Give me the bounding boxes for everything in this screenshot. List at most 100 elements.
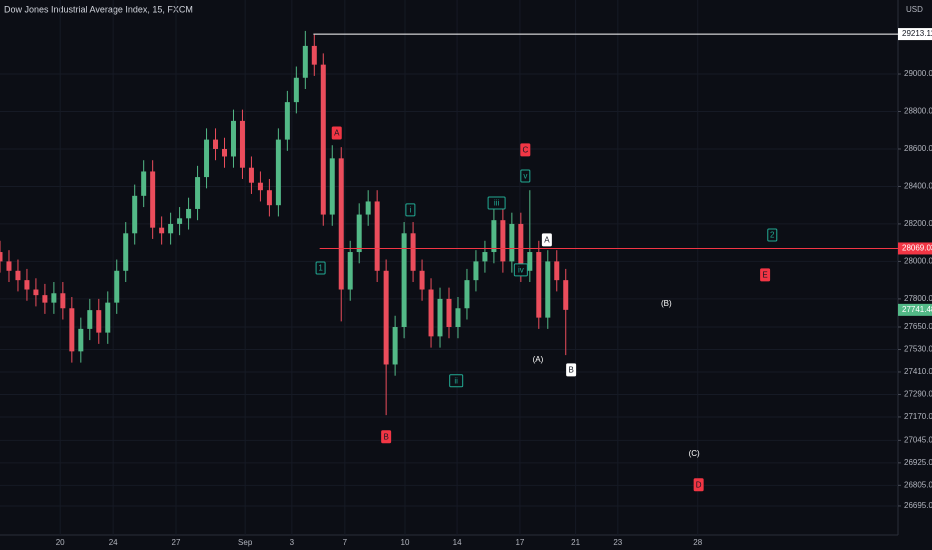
y-tick-label: 28600.00	[904, 144, 932, 153]
wave-label: 2	[770, 231, 775, 240]
wave-label: A	[544, 235, 550, 244]
y-tick-label: 27530.00	[904, 345, 932, 354]
candle-body	[554, 261, 560, 281]
wave-label-box	[381, 430, 392, 444]
candle-body	[168, 223, 174, 234]
y-tick-label: 27650.00	[904, 322, 932, 331]
wave-label-box	[541, 233, 552, 247]
wave-label-box	[405, 203, 416, 217]
wave-label: (A)	[533, 355, 544, 364]
y-tick-label: 27410.00	[904, 367, 932, 376]
wave-label-box	[760, 268, 771, 282]
candle-body	[114, 270, 120, 303]
wave-label-box	[315, 261, 326, 275]
candle-body	[6, 261, 12, 271]
currency: USD	[906, 5, 923, 14]
x-tick-label: 3	[290, 538, 295, 547]
y-tick-label: 27170.00	[904, 412, 932, 421]
price-level-tag	[898, 242, 932, 255]
x-tick-label: 23	[613, 538, 622, 547]
y-tick-label: 29000.00	[904, 69, 932, 78]
candle-body	[410, 233, 416, 271]
wave-label: ii	[454, 376, 458, 385]
candle-body	[123, 233, 129, 271]
x-tick-label: 20	[56, 538, 65, 547]
candle-body	[257, 182, 263, 191]
candle-body	[248, 167, 254, 183]
price-level-label: 29213.11	[902, 29, 932, 38]
wave-label: B	[383, 432, 388, 441]
wave-label: B	[568, 366, 573, 375]
wave-label: D	[696, 480, 702, 489]
wave-label-box	[520, 143, 531, 157]
candle-body	[365, 201, 371, 215]
candle-body	[491, 220, 497, 253]
wave-label: E	[762, 271, 767, 280]
wave-label-box	[449, 374, 464, 388]
candle-body	[105, 302, 111, 333]
candle-body	[473, 261, 479, 281]
candle-body	[132, 195, 138, 234]
candle-body	[177, 218, 183, 224]
candle-body	[383, 270, 389, 365]
candle-body	[230, 120, 236, 157]
candle-body	[204, 139, 210, 178]
y-tick-label: 28800.00	[904, 107, 932, 116]
x-tick-label: 17	[515, 538, 524, 547]
candle-body	[347, 252, 353, 290]
candle-body	[329, 158, 335, 215]
y-tick-label: 26925.00	[904, 458, 932, 467]
y-tick-label: 28200.00	[904, 219, 932, 228]
y-tick-label: 28000.00	[904, 257, 932, 266]
candle-body	[213, 139, 219, 149]
candle-body	[15, 270, 21, 281]
candle-body	[536, 252, 542, 318]
price-level-tag	[898, 28, 932, 41]
x-tick-label: 24	[109, 538, 118, 547]
y-tick-label: 27290.00	[904, 390, 932, 399]
candle-body	[96, 310, 102, 333]
wave-label: v	[523, 172, 527, 181]
last-price-tag	[898, 303, 932, 316]
y-tick-label: 26695.00	[904, 501, 932, 510]
candle-body	[150, 171, 156, 228]
wave-label: C	[522, 146, 528, 155]
candle-body	[545, 261, 551, 318]
wave-label: 1	[318, 264, 323, 273]
x-tick-label: 14	[453, 538, 462, 547]
candle-body	[563, 280, 569, 310]
candle-body	[266, 190, 272, 206]
candle-body	[464, 280, 470, 309]
candle-body	[356, 214, 362, 253]
candle-body	[320, 64, 326, 215]
y-tick-label: 27800.00	[904, 294, 932, 303]
wave-label-box	[520, 169, 531, 183]
wave-label: iv	[518, 265, 524, 274]
candle-body	[195, 177, 201, 209]
candle-body	[302, 45, 308, 78]
x-tick-label: 21	[571, 538, 580, 547]
wave-label-box	[487, 196, 506, 210]
candle-body	[87, 310, 93, 329]
candle-body	[159, 227, 165, 234]
wave-label-box	[693, 478, 704, 492]
x-tick-label: 7	[343, 538, 348, 547]
candle-body	[293, 77, 299, 103]
candle-body	[374, 201, 380, 271]
last-price-label: 27741.48	[902, 305, 932, 314]
candle-body	[51, 293, 57, 303]
wave-label: (B)	[661, 299, 672, 308]
candle-body	[42, 295, 48, 303]
x-tick-label: 28	[693, 538, 702, 547]
candle-body	[419, 270, 425, 290]
wave-label: A	[334, 129, 340, 138]
wave-label: iii	[494, 199, 500, 208]
candle-body	[446, 298, 452, 327]
candle-body	[500, 220, 506, 262]
candle-body	[284, 102, 290, 140]
candle-body	[141, 171, 147, 196]
candle-body	[311, 45, 317, 65]
candle-body	[437, 298, 443, 337]
